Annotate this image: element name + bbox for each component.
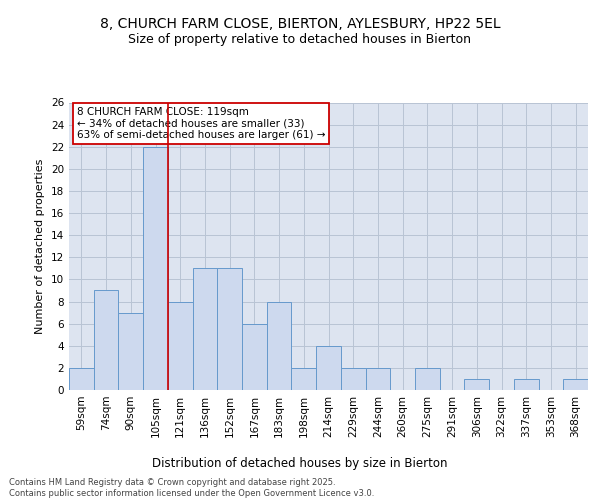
Text: 8 CHURCH FARM CLOSE: 119sqm
← 34% of detached houses are smaller (33)
63% of sem: 8 CHURCH FARM CLOSE: 119sqm ← 34% of det… <box>77 107 325 140</box>
Bar <box>143 146 168 390</box>
Bar <box>341 368 365 390</box>
Bar <box>365 368 390 390</box>
Bar <box>514 379 539 390</box>
Text: 8, CHURCH FARM CLOSE, BIERTON, AYLESBURY, HP22 5EL: 8, CHURCH FARM CLOSE, BIERTON, AYLESBURY… <box>100 18 500 32</box>
Bar <box>267 302 292 390</box>
Bar <box>217 268 242 390</box>
Bar <box>316 346 341 390</box>
Bar <box>464 379 489 390</box>
Bar <box>69 368 94 390</box>
Bar <box>292 368 316 390</box>
Bar <box>94 290 118 390</box>
Bar <box>193 268 217 390</box>
Bar <box>242 324 267 390</box>
Text: Distribution of detached houses by size in Bierton: Distribution of detached houses by size … <box>152 458 448 470</box>
Text: Contains HM Land Registry data © Crown copyright and database right 2025.
Contai: Contains HM Land Registry data © Crown c… <box>9 478 374 498</box>
Y-axis label: Number of detached properties: Number of detached properties <box>35 158 46 334</box>
Bar <box>563 379 588 390</box>
Bar <box>118 312 143 390</box>
Bar <box>168 302 193 390</box>
Bar <box>415 368 440 390</box>
Text: Size of property relative to detached houses in Bierton: Size of property relative to detached ho… <box>128 32 472 46</box>
